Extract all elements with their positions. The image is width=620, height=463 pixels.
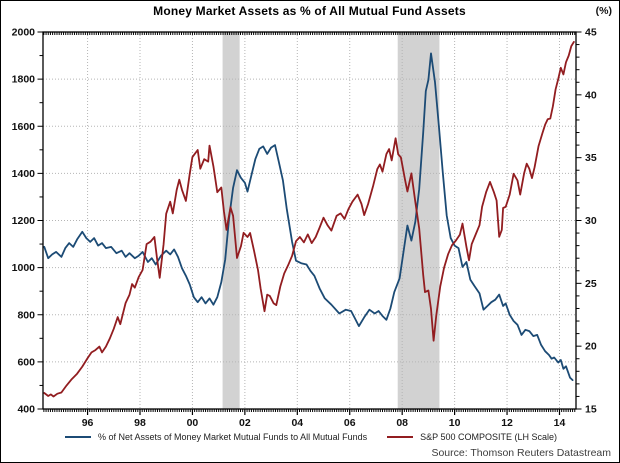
x-axis-label: 10 xyxy=(449,417,461,429)
left-axis-label: 1000 xyxy=(12,262,36,274)
right-axis-unit-label: (%) xyxy=(595,5,612,17)
right-axis-label: 40 xyxy=(585,89,597,101)
chart-title: Money Market Assets as % of All Mutual F… xyxy=(153,4,466,18)
right-axis-label: 15 xyxy=(585,404,597,416)
left-axis-label: 800 xyxy=(17,309,35,321)
source-attribution: Source: Thomson Reuters Datastream xyxy=(431,447,611,459)
x-axis-label: 96 xyxy=(82,417,94,429)
x-axis-label: 00 xyxy=(187,417,199,429)
x-axis-label: 98 xyxy=(134,417,146,429)
left-axis-label: 2000 xyxy=(12,27,36,39)
right-axis-label: 30 xyxy=(585,215,597,227)
left-axis-label: 1800 xyxy=(12,74,36,86)
x-axis-label: 08 xyxy=(396,417,408,429)
x-axis-label: 04 xyxy=(291,417,303,429)
legend-line-sample-red xyxy=(387,436,414,438)
right-axis-label: 45 xyxy=(585,27,597,39)
left-axis-label: 1200 xyxy=(12,215,36,227)
left-axis-label: 400 xyxy=(17,404,35,416)
x-axis-label: 02 xyxy=(239,417,251,429)
series-line xyxy=(43,41,575,398)
right-axis-label: 35 xyxy=(585,152,597,164)
right-axis-label: 25 xyxy=(585,278,597,290)
legend-item-money-market: % of Net Assets of Money Market Mutual F… xyxy=(64,432,368,442)
legend-label-money-market: % of Net Assets of Money Market Mutual F… xyxy=(97,432,368,442)
left-axis-label: 1400 xyxy=(12,168,36,180)
chart-legend: % of Net Assets of Money Market Mutual F… xyxy=(31,432,591,442)
legend-label-sp500: S&P 500 COMPOSITE (LH Scale) xyxy=(420,432,557,442)
series-line xyxy=(43,52,574,382)
right-axis-label: 20 xyxy=(585,341,597,353)
left-axis-label: 600 xyxy=(17,356,35,368)
legend-line-sample-blue xyxy=(64,436,91,438)
left-axis-label: 1600 xyxy=(12,121,36,133)
x-axis-label: 12 xyxy=(501,417,513,429)
x-axis-label: 14 xyxy=(554,417,566,429)
x-axis-label: 06 xyxy=(344,417,356,429)
legend-item-sp500: S&P 500 COMPOSITE (LH Scale) xyxy=(387,432,557,442)
